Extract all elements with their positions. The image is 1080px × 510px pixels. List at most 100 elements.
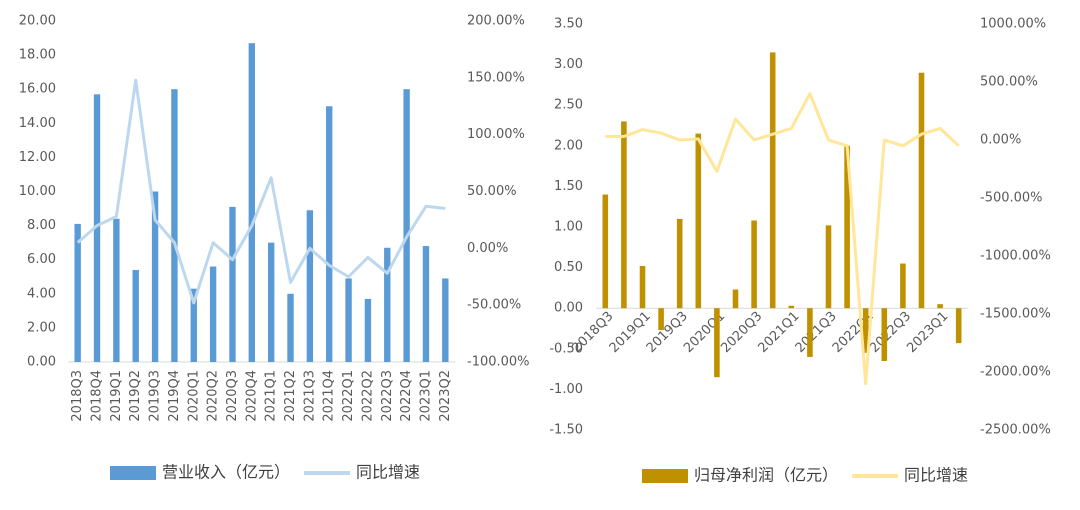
bar (658, 308, 664, 331)
y2-tick-label: 0.00% (467, 241, 508, 256)
y2-tick-label: 150.00% (467, 70, 525, 85)
y-tick-label: 8.00 (27, 218, 56, 233)
bar (900, 263, 906, 309)
y-tick-label: 3.00 (554, 57, 583, 72)
y2-tick-label: 50.00% (467, 184, 517, 199)
y2-tick-label: -1500.00% (980, 307, 1051, 322)
x-tick-label: 2020Q2 (206, 370, 221, 422)
bar (209, 266, 217, 362)
y-tick-label: 14.00 (19, 116, 56, 131)
x-tick-label: 2019Q2 (128, 370, 143, 422)
y2-tick-label: -100.00% (467, 355, 530, 370)
bar (171, 89, 178, 362)
bar (937, 304, 943, 309)
y-tick-label: 6.00 (27, 252, 56, 267)
y2-tick-label: -2500.00% (980, 423, 1051, 438)
y-tick-label: 2.00 (554, 138, 583, 153)
y-tick-label: 10.00 (19, 184, 56, 199)
y2-tick-label: -1000.00% (980, 249, 1051, 264)
bar (751, 220, 757, 309)
y2-tick-label: 100.00% (467, 127, 525, 142)
x-tick-label: 2021Q1 (264, 370, 279, 422)
y2-tick-label: -50.00% (467, 298, 521, 313)
y-tick-label: 18.00 (19, 48, 56, 63)
bar (442, 278, 449, 362)
y-tick-label: 0.00 (554, 301, 583, 316)
bar (132, 269, 139, 362)
legend-label: 营业收入（亿元） (162, 463, 290, 482)
y-tick-label: 4.00 (27, 286, 56, 301)
x-tick-label: 2020Q3 (225, 370, 240, 422)
line (605, 92, 960, 386)
y-tick-label: 0.50 (554, 260, 583, 275)
bar (267, 242, 275, 362)
x-tick-label: 2020Q1 (186, 370, 201, 422)
y-tick-label: 3.50 (554, 17, 583, 32)
y-tick-label: 2.50 (554, 98, 583, 113)
bar (93, 94, 101, 362)
y-tick-label: 1.50 (554, 179, 583, 194)
bar (190, 288, 197, 362)
bar (881, 308, 888, 361)
bar (326, 106, 333, 362)
legend-label: 同比增速 (904, 466, 968, 485)
y-tick-label: -0.50 (549, 341, 583, 356)
bar (364, 298, 372, 362)
y-tick-label: 20.00 (19, 14, 56, 29)
x-tick-label: 2021Q3 (302, 370, 317, 422)
bar (306, 210, 314, 362)
bar (422, 246, 430, 362)
y2-tick-label: -500.00% (980, 191, 1043, 206)
bar (844, 145, 850, 309)
bar (788, 305, 795, 309)
y2-tick-label: -2000.00% (980, 365, 1051, 380)
legend-label: 归母净利润（亿元） (694, 466, 838, 485)
x-tick-label: 2022Q1 (341, 370, 356, 422)
bar (151, 191, 159, 362)
x-tick-label: 2022Q2 (360, 370, 375, 422)
legend-swatch (642, 469, 688, 483)
y2-tick-label: 1000.00% (980, 17, 1046, 32)
y-tick-label: 0.00 (27, 355, 56, 370)
bar (807, 308, 813, 357)
bar (287, 293, 294, 362)
bar (113, 218, 120, 362)
bar (918, 72, 925, 309)
x-tick-label: 2021Q4 (322, 370, 337, 422)
y2-tick-label: 500.00% (980, 75, 1038, 90)
bar (229, 206, 236, 362)
bar (955, 308, 962, 344)
x-tick-label: 2019Q1 (109, 370, 124, 422)
bar (403, 89, 410, 362)
bar (248, 43, 256, 362)
bar (862, 308, 869, 353)
bar (732, 289, 739, 309)
y2-tick-label: 0.00% (980, 133, 1021, 148)
x-tick-label: 2022Q4 (399, 370, 414, 422)
legend-swatch (110, 466, 156, 480)
bar (695, 133, 702, 309)
bar (602, 194, 609, 309)
x-tick-label: 2021Q2 (283, 370, 298, 422)
y-tick-label: 1.00 (554, 220, 583, 235)
x-tick-label: 2022Q3 (380, 370, 395, 422)
x-tick-label: 2020Q4 (244, 370, 259, 422)
x-tick-label: 2023Q1 (418, 370, 433, 422)
x-tick-label: 2019Q3 (148, 370, 163, 422)
x-tick-label: 2019Q4 (167, 370, 182, 422)
legend-label: 同比增速 (356, 463, 420, 482)
bar (769, 52, 776, 309)
bar (621, 121, 627, 309)
x-tick-label: 2018Q4 (90, 370, 105, 422)
y2-tick-label: 200.00% (467, 14, 525, 29)
x-tick-label: 2018Q3 (70, 370, 85, 422)
bar (676, 218, 683, 309)
x-tick-label: 2023Q2 (438, 370, 453, 422)
y-tick-label: 2.00 (27, 320, 56, 335)
bar (825, 225, 832, 309)
bar (345, 278, 352, 362)
x-tick-label: 2023Q1 (904, 309, 951, 356)
y-tick-label: 16.00 (19, 82, 56, 97)
line (76, 78, 446, 305)
